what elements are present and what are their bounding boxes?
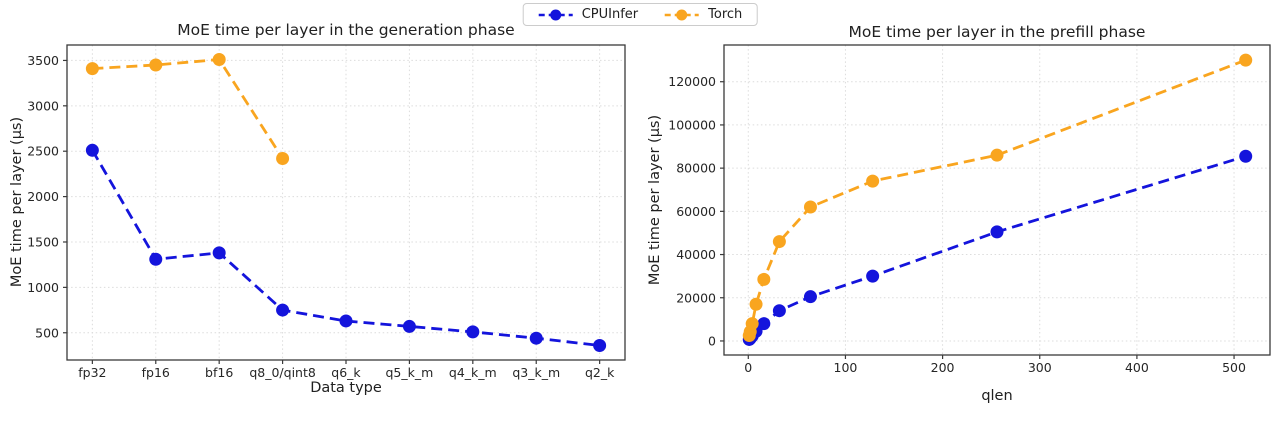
generation-xaxis-label: Data type bbox=[310, 380, 382, 396]
series-line-torch bbox=[747, 58, 1247, 336]
data-point-torch bbox=[866, 174, 880, 188]
y-tick-label: 120000 bbox=[668, 74, 716, 89]
data-point-cpuinfer bbox=[85, 143, 99, 157]
series-line-torch bbox=[92, 58, 284, 160]
x-tick-label: 200 bbox=[931, 360, 955, 375]
generation-phase-chart: 500 1000 1500 2000 2500 3000 3500 fp32 fp16 bf16 q… bbox=[27, 44, 626, 380]
data-point-cpuinfer bbox=[593, 338, 607, 352]
data-point-cpuinfer bbox=[1239, 149, 1253, 163]
data-point-cpuinfer bbox=[276, 303, 290, 317]
cpuinfer-line-marker-icon bbox=[538, 9, 573, 20]
legend: CPUInfer Torch bbox=[522, 3, 758, 26]
y-tick-label: 0 bbox=[708, 333, 716, 348]
x-tick-label: q2_k bbox=[585, 365, 615, 380]
x-tick-label: q8_0/qint8 bbox=[249, 365, 316, 380]
plot-border bbox=[723, 44, 1271, 356]
legend-item-torch: Torch bbox=[664, 7, 742, 22]
legend-item-cpuinfer: CPUInfer bbox=[538, 7, 638, 22]
torch-line-marker-icon bbox=[665, 9, 700, 20]
data-point-cpuinfer bbox=[866, 269, 880, 283]
x-tick-label: fp32 bbox=[78, 365, 106, 380]
data-point-torch bbox=[749, 297, 763, 311]
generation-yaxis-label: MoE time per layer (µs) bbox=[9, 116, 25, 288]
data-point-torch bbox=[772, 235, 786, 249]
data-point-torch bbox=[85, 62, 99, 76]
data-point-torch bbox=[276, 151, 290, 165]
x-tick-label: q6_k bbox=[331, 365, 361, 380]
x-tick-label: 400 bbox=[1125, 360, 1149, 375]
y-tick-label: 20000 bbox=[676, 290, 716, 305]
data-point-torch bbox=[1239, 53, 1253, 67]
data-point-cpuinfer bbox=[757, 317, 771, 331]
data-point-cpuinfer bbox=[466, 325, 480, 339]
x-tick-label: 500 bbox=[1222, 360, 1246, 375]
data-point-cpuinfer bbox=[339, 314, 353, 328]
data-point-torch bbox=[803, 200, 817, 214]
legend-label: CPUInfer bbox=[581, 7, 639, 22]
prefill-xaxis-label: qlen bbox=[981, 388, 1013, 404]
data-point-cpuinfer bbox=[212, 246, 226, 260]
y-tick-label: 60000 bbox=[676, 204, 716, 219]
legend-label: Torch bbox=[708, 7, 743, 22]
x-tick-label: q3_k_m bbox=[512, 365, 560, 380]
data-point-cpuinfer bbox=[402, 319, 416, 333]
data-point-cpuinfer bbox=[149, 252, 163, 266]
generation-chart-title: MoE time per layer in the generation pha… bbox=[177, 21, 515, 39]
x-tick-label: bf16 bbox=[205, 365, 233, 380]
y-tick-label: 1000 bbox=[27, 280, 59, 295]
y-tick-label: 1500 bbox=[27, 234, 59, 249]
y-tick-label: 40000 bbox=[676, 247, 716, 262]
y-tick-label: 80000 bbox=[676, 161, 716, 176]
y-tick-label: 100000 bbox=[668, 117, 716, 132]
y-tick-label: 2500 bbox=[27, 144, 59, 159]
prefill-chart-title: MoE time per layer in the prefill phase bbox=[848, 23, 1146, 41]
series-line-cpuinfer bbox=[748, 154, 1247, 341]
data-point-cpuinfer bbox=[772, 304, 786, 318]
x-tick-label: 0 bbox=[744, 360, 752, 375]
prefill-phase-chart: 0 20000 40000 60000 80000 100000 120000 0 100 200… bbox=[668, 44, 1271, 375]
x-tick-label: 300 bbox=[1028, 360, 1052, 375]
data-point-torch bbox=[757, 272, 771, 286]
data-point-cpuinfer bbox=[990, 225, 1004, 239]
y-tick-label: 500 bbox=[35, 325, 59, 340]
prefill-yaxis-label: MoE time per layer (µs) bbox=[647, 114, 663, 286]
y-tick-label: 3000 bbox=[27, 98, 59, 113]
x-tick-label: fp16 bbox=[142, 365, 170, 380]
data-point-torch bbox=[745, 317, 759, 331]
data-point-cpuinfer bbox=[529, 331, 543, 345]
x-tick-label: 100 bbox=[834, 360, 858, 375]
data-point-torch bbox=[212, 53, 226, 67]
data-point-torch bbox=[149, 58, 163, 72]
x-tick-label: q5_k_m bbox=[386, 365, 434, 380]
y-tick-label: 2000 bbox=[27, 189, 59, 204]
data-point-cpuinfer bbox=[803, 290, 817, 304]
data-point-torch bbox=[990, 148, 1004, 162]
y-tick-label: 3500 bbox=[27, 53, 59, 68]
x-tick-label: q4_k_m bbox=[449, 365, 497, 380]
